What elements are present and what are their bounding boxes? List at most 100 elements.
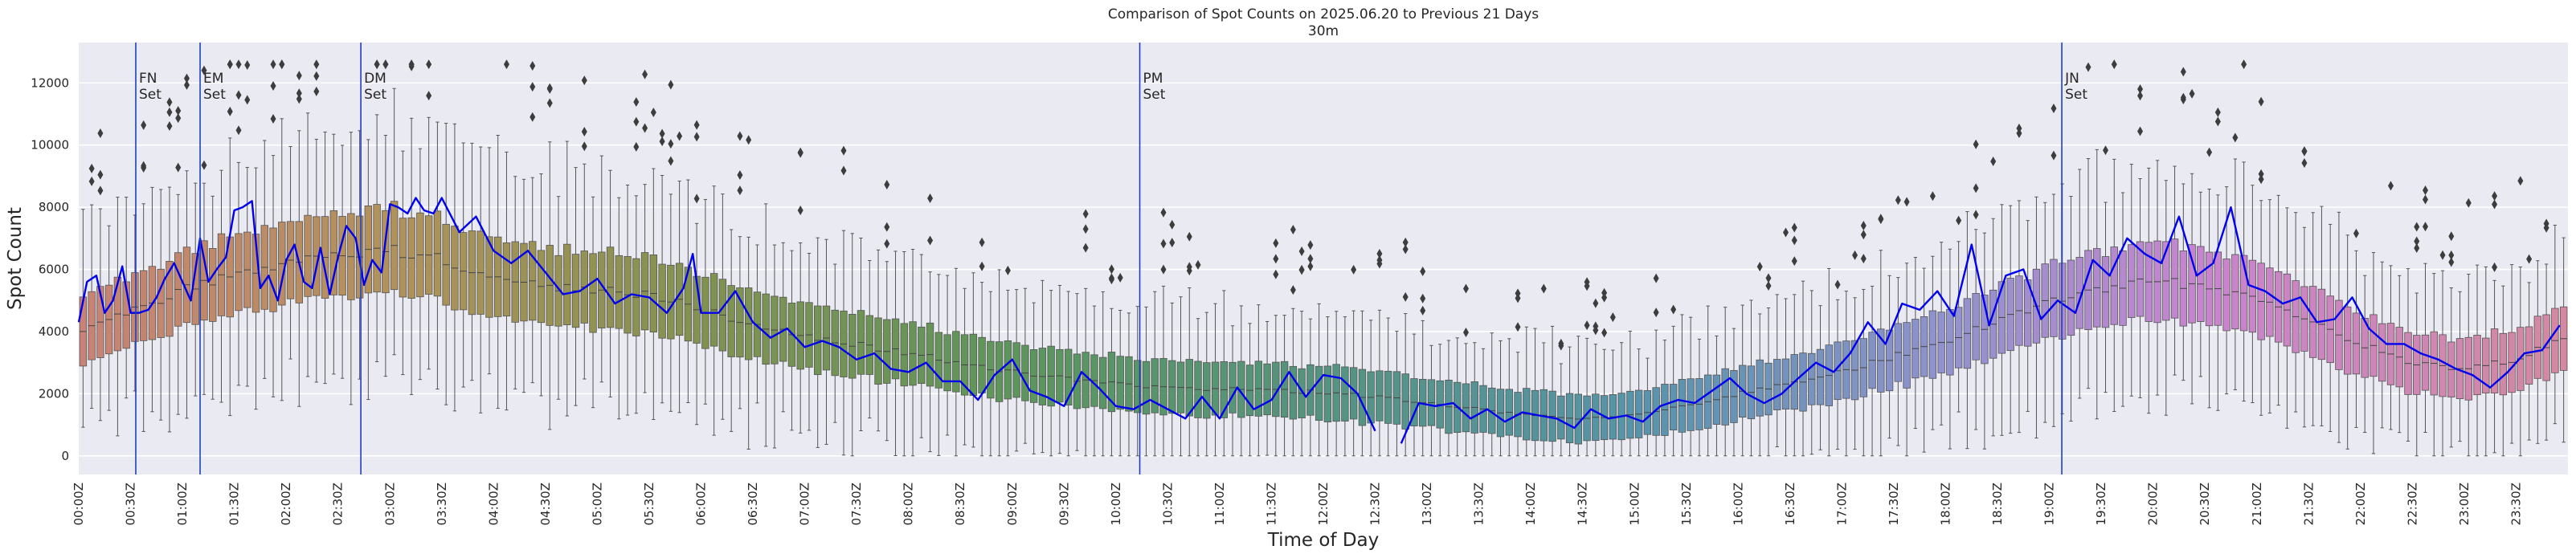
outlier-point <box>650 107 656 117</box>
outlier-point <box>1420 305 1426 316</box>
outlier-point <box>2526 254 2533 264</box>
x-tick-label: 05:00Z <box>590 483 604 526</box>
outlier-point <box>2448 231 2455 242</box>
outlier-point <box>737 131 743 141</box>
outlier-point <box>530 112 536 122</box>
outlier-point <box>2353 228 2359 238</box>
outlier-point <box>1852 250 1858 260</box>
outlier-point <box>235 125 242 136</box>
outlier-point <box>1402 291 1409 302</box>
outlier-point <box>97 128 104 138</box>
outlier-point <box>1376 249 1383 259</box>
outlier-point <box>642 69 648 79</box>
outlier-point <box>2423 194 2429 205</box>
outlier-point <box>581 141 587 152</box>
outlier-point <box>1108 264 1114 275</box>
x-tick-label: 10:30Z <box>1160 483 1175 526</box>
outlier-point <box>1609 312 1616 323</box>
outlier-point <box>1273 269 1279 279</box>
outlier-point <box>1273 254 1279 264</box>
outlier-point <box>2492 199 2498 210</box>
outlier-point <box>884 179 890 189</box>
outlier-point <box>642 123 648 133</box>
x-tick-label: 23:00Z <box>2457 483 2472 526</box>
outlier-point <box>97 185 104 196</box>
outlier-point <box>1462 283 1469 294</box>
x-tick-label: 21:00Z <box>2250 483 2264 526</box>
outlier-point <box>201 65 207 75</box>
outlier-point <box>1298 246 1305 256</box>
outlier-point <box>840 165 847 176</box>
outlier-point <box>1601 328 1608 338</box>
x-tick-label: 11:30Z <box>1264 483 1278 526</box>
x-tick-label: 00:30Z <box>124 483 138 526</box>
outlier-point <box>270 114 276 124</box>
outlier-point <box>979 261 985 271</box>
outlier-point <box>927 235 934 246</box>
outlier-point <box>2016 123 2022 133</box>
x-tick-label: 20:00Z <box>2146 483 2161 526</box>
x-tick-labels: 00:00Z 00:30Z 01:00Z 01:30Z 02:00Z 02:30Z 03:0… <box>72 483 2523 526</box>
event-label: EM <box>203 71 223 87</box>
chart-subtitle: 30m <box>1308 23 1339 39</box>
outlier-point <box>2232 132 2239 143</box>
outlier-point <box>244 95 251 105</box>
outlier-point <box>1956 215 1962 226</box>
x-tick-label: 15:30Z <box>1679 483 1694 526</box>
outlier-point <box>2111 59 2117 70</box>
x-tick-label: 04:00Z <box>486 483 501 526</box>
outlier-point <box>2051 150 2057 161</box>
outlier-point <box>1593 321 1599 332</box>
outlier-point <box>2180 92 2186 103</box>
outlier-point <box>141 162 147 173</box>
outlier-point <box>746 135 752 145</box>
outlier-point <box>244 60 251 71</box>
outlier-point <box>1558 338 1564 348</box>
outlier-point <box>1273 238 1279 248</box>
outlier-point <box>633 96 640 107</box>
outlier-point <box>1082 209 1089 219</box>
outlier-point <box>374 59 380 70</box>
outlier-point <box>1082 242 1089 253</box>
x-tick-label: 08:00Z <box>902 483 916 526</box>
outlier-point <box>677 131 683 141</box>
outlier-point <box>2051 103 2057 113</box>
outlier-point <box>313 86 320 96</box>
outlier-point <box>1160 238 1167 249</box>
outlier-point <box>1402 237 1409 247</box>
outlier-point <box>2189 88 2195 99</box>
outlier-point <box>97 169 104 180</box>
outlier-point <box>175 113 182 124</box>
outlier-point <box>668 139 674 149</box>
outlier-point <box>88 176 95 186</box>
outlier-point <box>581 126 587 136</box>
outlier-point <box>927 193 934 204</box>
outlier-point <box>2423 185 2429 195</box>
outlier-point <box>737 169 743 180</box>
outlier-point <box>1082 224 1089 234</box>
outlier-point <box>2258 169 2264 179</box>
x-tick-label: 14:00Z <box>1523 483 1538 526</box>
outlier-point <box>1791 235 1797 246</box>
outlier-point <box>1169 238 1176 248</box>
outlier-point <box>1290 225 1296 235</box>
outlier-point <box>2258 174 2264 185</box>
event-label: PM <box>1143 71 1163 87</box>
outlier-point <box>2206 147 2213 157</box>
outlier-point <box>1420 267 1426 277</box>
outlier-point <box>1160 264 1167 275</box>
outlier-point <box>693 193 700 204</box>
outlier-point <box>1973 183 1979 193</box>
x-tick-label: 23:30Z <box>2509 483 2523 526</box>
outlier-point <box>1108 275 1114 285</box>
current-day-series <box>77 197 2561 444</box>
outlier-point <box>1376 255 1383 266</box>
outlier-point <box>1462 328 1469 338</box>
outlier-point <box>1420 293 1426 303</box>
outlier-point <box>235 90 242 100</box>
outlier-point <box>2414 222 2420 232</box>
x-tick-label: 12:30Z <box>1368 483 1383 526</box>
x-tick-label: 13:30Z <box>1472 483 1486 526</box>
x-tick-label: 16:30Z <box>1783 483 1797 526</box>
